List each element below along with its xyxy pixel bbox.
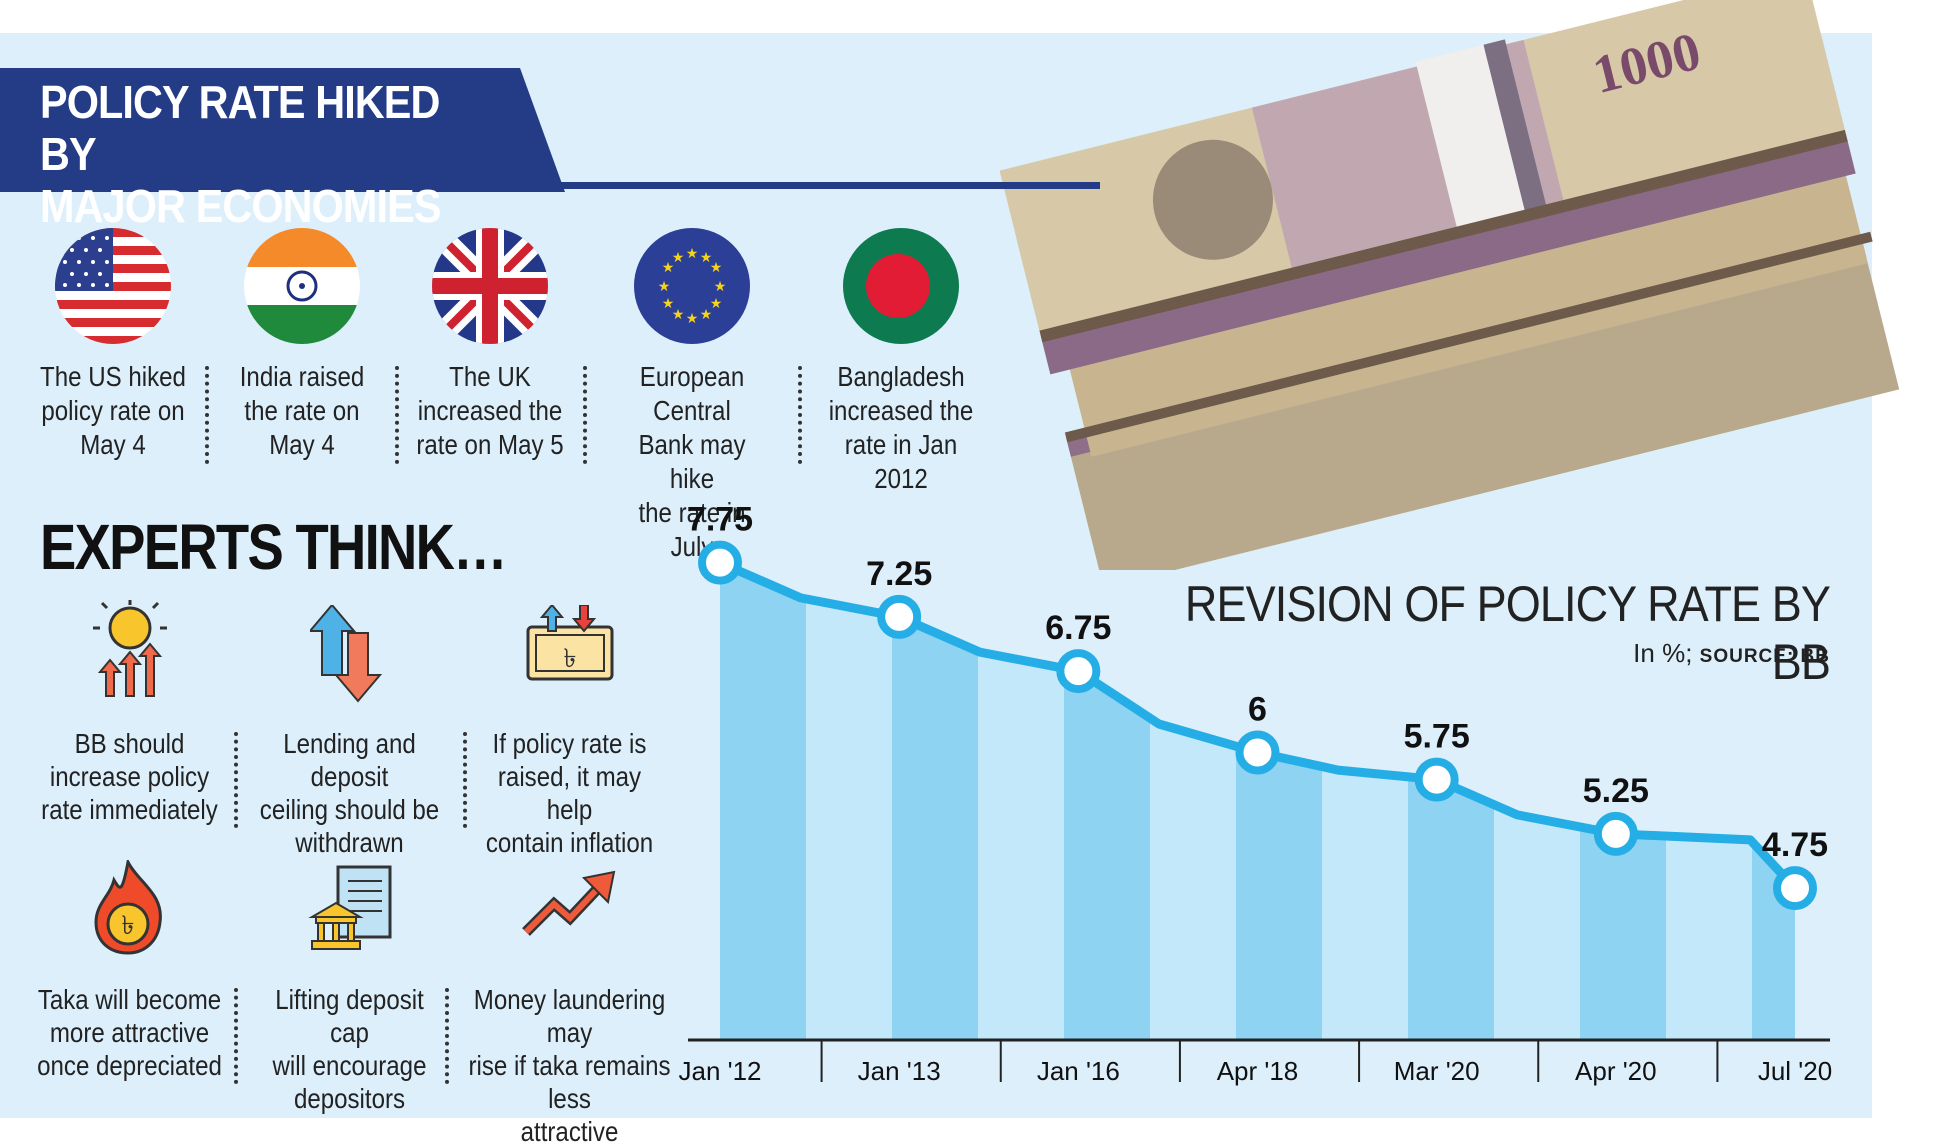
india-caption: India raised the rate on May 4 bbox=[239, 361, 365, 460]
page-title-line2: MAJOR ECONOMIES bbox=[40, 180, 441, 232]
svg-text:★: ★ bbox=[686, 311, 699, 327]
svg-text:★: ★ bbox=[714, 279, 727, 295]
x-tick-label: Apr '20 bbox=[1575, 1056, 1657, 1086]
eu-flag-icon: ★ ★ ★ ★ ★ ★ ★ ★ ★ ★ ★ ★ bbox=[634, 228, 750, 344]
area-stripe bbox=[1322, 766, 1408, 1040]
taka-fire-icon: ৳ bbox=[94, 860, 162, 955]
area-stripe bbox=[1408, 776, 1494, 1040]
banner-underline bbox=[540, 182, 1100, 189]
bangladesh-flag-icon bbox=[843, 228, 959, 344]
x-tick-label: Jan '16 bbox=[1037, 1056, 1120, 1086]
x-tick-label: Mar '20 bbox=[1394, 1056, 1480, 1086]
us-caption: The US hiked policy rate on May 4 bbox=[40, 361, 186, 460]
divider bbox=[205, 366, 209, 464]
title-banner bbox=[0, 68, 565, 192]
divider bbox=[583, 366, 587, 464]
chart-subtitle: In %; SOURCE: BB bbox=[1633, 638, 1830, 668]
expert-caption: Lifting deposit cap will encourage depos… bbox=[272, 984, 427, 1114]
area-stripe bbox=[1580, 826, 1666, 1040]
data-label: 5.75 bbox=[1404, 718, 1470, 756]
divider bbox=[463, 732, 467, 828]
taka-note-arrows-icon: ৳ bbox=[526, 605, 614, 681]
data-point bbox=[1056, 649, 1101, 694]
divider bbox=[234, 988, 238, 1084]
svg-text:★: ★ bbox=[662, 296, 675, 312]
area-stripe bbox=[806, 598, 892, 1040]
data-point bbox=[1235, 730, 1280, 775]
expert-caption: Taka will become more attractive once de… bbox=[37, 984, 222, 1081]
area-stripe bbox=[1494, 804, 1580, 1040]
area-stripe bbox=[892, 615, 978, 1040]
svg-text:★: ★ bbox=[672, 307, 685, 323]
area-stripe bbox=[1236, 746, 1322, 1040]
area-stripe bbox=[978, 651, 1064, 1040]
svg-text:★: ★ bbox=[672, 250, 685, 266]
data-point bbox=[1414, 757, 1459, 802]
x-tick-label: Apr '18 bbox=[1217, 1056, 1299, 1086]
svg-text:★: ★ bbox=[700, 307, 713, 323]
data-label: 4.75 bbox=[1762, 826, 1828, 864]
svg-text:★: ★ bbox=[686, 246, 699, 262]
data-label: 7.75 bbox=[687, 501, 753, 539]
area-stripe bbox=[1150, 718, 1236, 1040]
uk-caption: The UK increased the rate on May 5 bbox=[416, 361, 564, 460]
area-stripe bbox=[720, 562, 806, 1040]
eu-caption: European Central Bank may hike the rate … bbox=[638, 361, 746, 562]
divider bbox=[445, 988, 449, 1084]
svg-text:★: ★ bbox=[658, 279, 671, 295]
divider bbox=[234, 732, 238, 828]
svg-text:৳: ৳ bbox=[122, 911, 135, 941]
x-tick-label: Jul '20 bbox=[1758, 1056, 1832, 1086]
data-point bbox=[1593, 811, 1638, 856]
up-down-arrows-icon bbox=[310, 605, 383, 703]
svg-text:★: ★ bbox=[700, 250, 713, 266]
data-label: 6.75 bbox=[1045, 609, 1111, 647]
svg-text:★: ★ bbox=[662, 260, 675, 276]
taka-banknote-stack-illustration: 1000 bbox=[1000, 0, 1900, 570]
area-stripe bbox=[1666, 836, 1752, 1040]
policy-rate-chart: 7.75 Jan '12 7.25 Jan '13 6.75 Jan '16 6 Apr '1… bbox=[678, 501, 1832, 1086]
bangladesh-caption: Bangladesh increased the rate in Jan 201… bbox=[828, 361, 974, 494]
chart-title: REVISION OF POLICY RATE BY BB bbox=[1184, 576, 1831, 690]
svg-text:★: ★ bbox=[710, 260, 723, 276]
page-title: POLICY RATE HIKED BY MAJOR ECONOMIES bbox=[40, 76, 472, 232]
x-tick-label: Jan '13 bbox=[858, 1056, 941, 1086]
sun-rising-arrows-icon bbox=[93, 600, 167, 697]
expert-caption: BB should increase policy rate immediate… bbox=[41, 728, 218, 825]
data-label: 6 bbox=[1248, 690, 1267, 728]
experts-heading: EXPERTS THINK… bbox=[40, 511, 508, 583]
divider bbox=[395, 366, 399, 464]
us-flag-icon bbox=[55, 228, 171, 344]
data-point bbox=[877, 594, 922, 639]
divider bbox=[798, 366, 802, 464]
svg-text:৳: ৳ bbox=[564, 644, 577, 674]
data-point bbox=[698, 540, 742, 585]
data-label: 7.25 bbox=[866, 555, 932, 593]
expert-caption: Lending and deposit ceiling should be wi… bbox=[259, 728, 440, 858]
svg-text:★: ★ bbox=[710, 296, 723, 312]
rising-trend-arrow-icon bbox=[522, 870, 616, 936]
area-stripe bbox=[1064, 668, 1150, 1040]
data-point bbox=[1773, 866, 1817, 911]
page-title-line1: POLICY RATE HIKED BY bbox=[40, 76, 440, 180]
expert-caption: If policy rate is raised, it may help co… bbox=[485, 728, 654, 858]
bank-document-icon bbox=[308, 865, 392, 950]
x-tick-label: Jan '12 bbox=[678, 1056, 761, 1086]
data-label: 5.25 bbox=[1583, 772, 1649, 810]
